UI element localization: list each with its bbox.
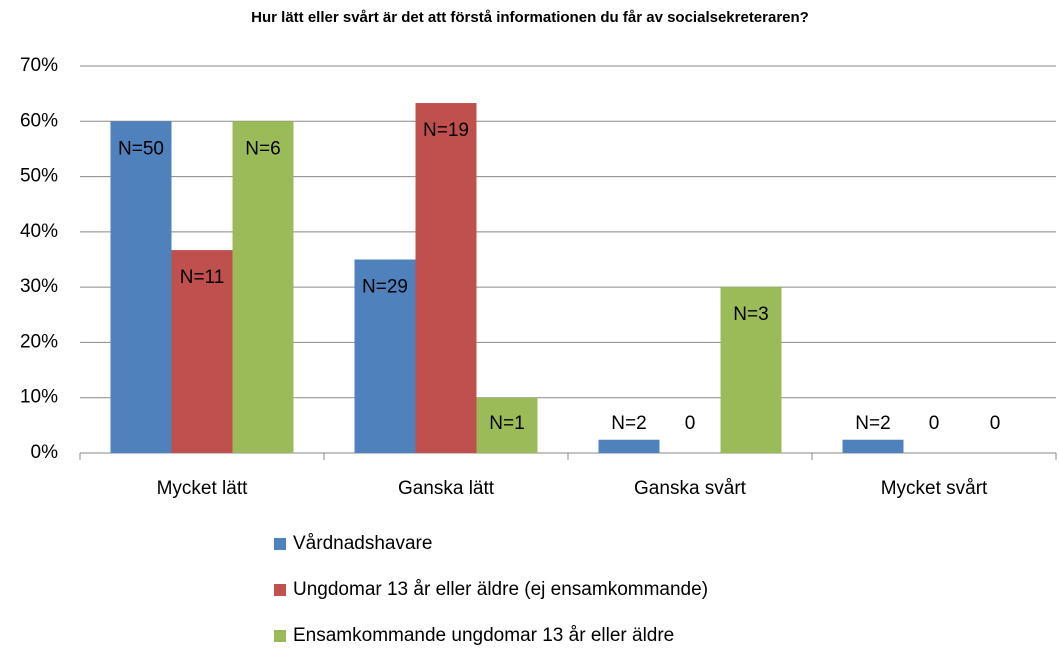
bar: [415, 103, 477, 453]
x-tick-label: Mycket svårt: [881, 478, 988, 499]
value-label: N=11: [180, 267, 225, 288]
y-tick-label: 0%: [31, 442, 59, 463]
legend-swatch: [274, 584, 286, 596]
bar: [720, 287, 782, 453]
y-tick-label: 10%: [20, 387, 58, 408]
bar: [110, 121, 172, 454]
x-tick-label: Mycket lätt: [157, 478, 249, 499]
bar: [354, 259, 416, 453]
bar: [476, 397, 538, 453]
legend-swatch: [274, 630, 286, 642]
value-label: 0: [929, 413, 940, 434]
bar: [598, 439, 660, 453]
y-tick-label: 70%: [20, 55, 58, 76]
y-tick-label: 40%: [20, 221, 58, 242]
y-tick-label: 20%: [20, 331, 58, 352]
legend-label: Ungdomar 13 år eller äldre (ej ensamkomm…: [293, 579, 708, 600]
y-tick-label: 60%: [20, 110, 58, 131]
y-tick-label: 50%: [20, 166, 58, 187]
value-label: N=2: [855, 413, 890, 434]
value-label: 0: [990, 413, 1001, 434]
value-label: N=6: [245, 138, 280, 159]
bar: [171, 250, 233, 453]
legend-swatch: [274, 538, 286, 550]
value-label: N=1: [489, 413, 524, 434]
value-label: 0: [685, 413, 696, 434]
x-tick-label: Ganska lätt: [398, 478, 495, 499]
legend-label: Ensamkommande ungdomar 13 år eller äldre: [293, 625, 674, 646]
value-label: N=50: [118, 138, 164, 159]
value-label: N=2: [611, 413, 646, 434]
bar: [842, 439, 904, 453]
x-tick-label: Ganska svårt: [634, 478, 747, 499]
value-label: N=3: [733, 304, 768, 325]
value-label: N=29: [362, 277, 408, 298]
value-label: N=19: [423, 120, 469, 141]
bar: [232, 121, 294, 454]
y-tick-label: 30%: [20, 276, 58, 297]
chart-title: Hur lätt eller svårt är det att förstå i…: [251, 9, 809, 26]
legend-label: Vårdnadshavare: [293, 533, 432, 554]
